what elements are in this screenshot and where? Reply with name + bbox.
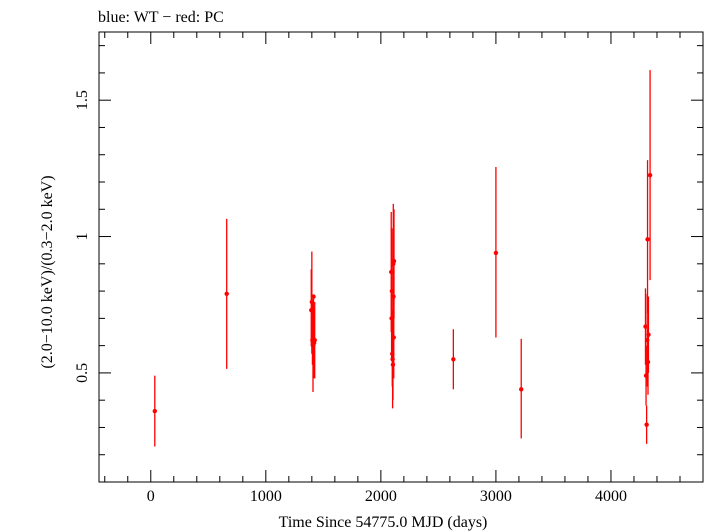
data-point [451, 357, 456, 362]
data-points [152, 70, 653, 447]
data-point [312, 337, 317, 343]
y-tick-label: 0.5 [74, 363, 91, 383]
x-tick-label: 0 [147, 488, 155, 505]
data-point [224, 291, 229, 297]
data-point [152, 408, 157, 414]
y-tick-label: 1.5 [74, 90, 91, 110]
data-point [390, 362, 396, 367]
x-tick-label: 4000 [595, 488, 627, 505]
axis-ticks [99, 32, 704, 483]
chart-title: blue: WT − red: PC [98, 9, 224, 26]
data-point [311, 294, 316, 299]
data-point [493, 250, 499, 256]
data-point [519, 387, 524, 392]
data-point [645, 237, 650, 242]
y-tick-label: 1 [74, 233, 91, 241]
data-point [391, 258, 397, 264]
x-tick-label: 3000 [480, 488, 512, 505]
plot-frame [98, 31, 704, 483]
x-axis-label: Time Since 54775.0 MJD (days) [279, 514, 488, 531]
axis-tick-labels: 0 1000 2000 3000 4000 0.5 1 1.5 [74, 90, 627, 505]
data-point [647, 172, 653, 178]
data-point [644, 422, 649, 427]
data-point [646, 332, 651, 337]
x-tick-label: 2000 [365, 488, 397, 505]
data-point [391, 335, 396, 340]
y-axis-label: (2.0−10.0 keV)/(0.3−2.0 keV) [39, 175, 56, 368]
x-tick-label: 1000 [250, 488, 282, 505]
